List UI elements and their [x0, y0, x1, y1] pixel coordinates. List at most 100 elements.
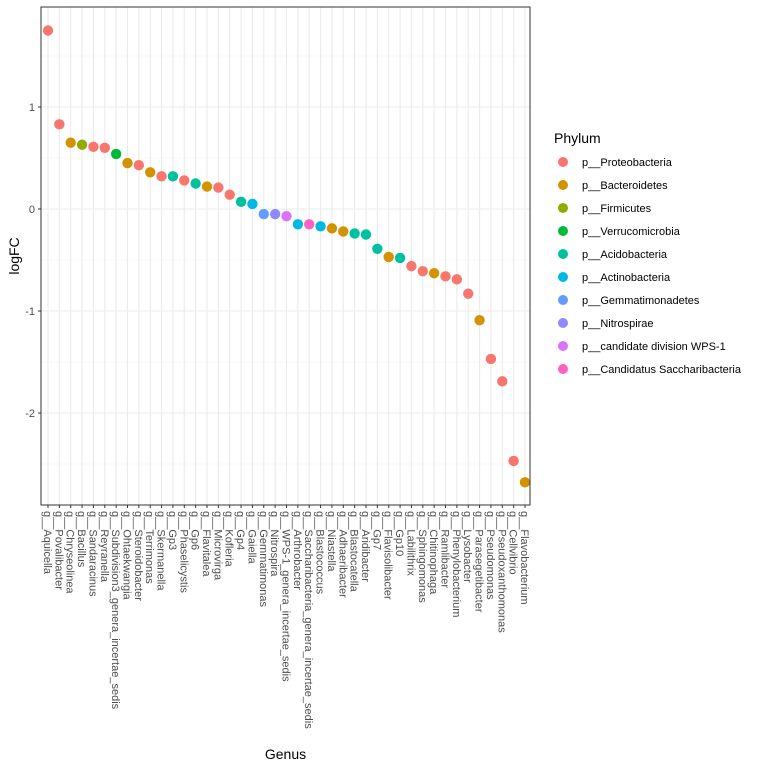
- data-point: [201, 181, 213, 192]
- legend-label: p__Candidatus Saccharibacteria: [582, 364, 742, 376]
- legend-key: [558, 249, 568, 259]
- data-point: [224, 189, 235, 200]
- legend: Phylum p__Proteobacteria p__Bacteroidetes…: [554, 130, 742, 376]
- x-tick-label: g__Arthrobacter: [291, 511, 303, 590]
- x-tick-label: g__Blastococcus: [314, 511, 326, 595]
- grid-major: [41, 7, 530, 505]
- data-point: [349, 228, 360, 239]
- legend-key: [558, 272, 568, 282]
- x-tick-label: g__Phenylobacterium: [450, 511, 462, 617]
- legend-key: [558, 318, 568, 328]
- x-tick-label: g__Pseudoxanthomonas: [495, 511, 507, 633]
- x-tick-label: g__Lysobacter: [461, 511, 473, 583]
- legend-label: p__Verrucomicrobia: [582, 226, 681, 238]
- x-tick-label: g__WPS-1_genera_incertae_sedis: [280, 511, 292, 682]
- data-point: [110, 148, 122, 160]
- x-tick-label: g__Parasegetibacter: [473, 511, 485, 613]
- x-tick-label: g__Saccharibacteria_genera_incertae_sedi…: [302, 511, 314, 729]
- data-point: [190, 178, 201, 189]
- panel-border: [40, 6, 531, 506]
- legend-key: [558, 157, 568, 167]
- legend-key: [558, 203, 568, 213]
- x-tick-label: g__Pseudomonas: [484, 511, 496, 600]
- data-point: [99, 142, 110, 153]
- x-axis: g__Aquicella g__Povalibacter g__Chryseolin…: [41, 505, 530, 729]
- x-tick-label: g__Gp6: [189, 511, 201, 550]
- legend-label: p__Nitrospirae: [582, 318, 654, 330]
- data-point: [417, 266, 428, 277]
- data-point: [497, 376, 508, 387]
- data-point: [474, 314, 485, 326]
- data-point: [213, 182, 224, 193]
- x-tick-label: g__Ohtaekwangia: [121, 511, 133, 601]
- data-point: [65, 137, 76, 148]
- data-point: [440, 271, 451, 282]
- data-point: [179, 175, 190, 186]
- legend-label: p__Proteobacteria: [582, 157, 673, 169]
- data-point: [428, 268, 440, 279]
- x-axis-title: Genus: [265, 746, 306, 762]
- data-point: [122, 157, 133, 169]
- data-point: [485, 353, 497, 365]
- data-point: [338, 226, 349, 237]
- data-point: [281, 210, 292, 222]
- x-tick-label: g__Povalibacter: [52, 511, 64, 590]
- y-tick-label: 1: [29, 102, 35, 114]
- y-axis: -2 -1 0 1: [25, 102, 41, 420]
- data-point: [76, 139, 88, 150]
- x-tick-label: g__Microvirga: [211, 511, 223, 581]
- legend-label: p__Gemmatimonadetes: [582, 295, 700, 307]
- grid-minor: [41, 55, 530, 465]
- y-tick-label: -2: [25, 408, 35, 420]
- x-tick-label: g__Flavobacterium: [518, 511, 530, 605]
- legend-key: [558, 180, 568, 190]
- x-tick-label: g__Aquicella: [41, 511, 53, 575]
- x-tick-label: g__Subdivision3_genera_incertae_sedis: [109, 511, 121, 710]
- x-tick-label: g__Gp7: [370, 511, 382, 550]
- x-tick-label: g__Gp4: [234, 511, 246, 550]
- legend-key: [558, 226, 568, 236]
- y-tick-label: -1: [25, 306, 35, 318]
- legend-title: Phylum: [554, 130, 601, 146]
- data-point: [269, 208, 281, 220]
- x-tick-label: g__Kofleria: [223, 511, 235, 568]
- data-point: [372, 243, 383, 254]
- x-tick-label: g__Nitrospira: [268, 511, 280, 577]
- x-tick-label: g__Niastella: [325, 511, 337, 572]
- x-tick-label: g__Gaiella: [245, 511, 257, 564]
- x-tick-label: g__Gp3: [166, 511, 178, 550]
- legend-label: p__Acidobacteria: [582, 249, 668, 261]
- data-point: [315, 221, 326, 232]
- legend-label: p__Actinobacteria: [582, 272, 671, 284]
- x-tick-label: g__Phaselicystis: [177, 511, 189, 593]
- data-point: [508, 455, 519, 467]
- data-point: [406, 260, 417, 272]
- data-point: [156, 171, 167, 182]
- data-point: [463, 288, 474, 299]
- data-point: [167, 171, 179, 182]
- legend-label: p__Firmicutes: [582, 203, 652, 215]
- x-tick-label: g__Flavitalea: [200, 511, 212, 577]
- data-point: [292, 219, 304, 230]
- data-point: [451, 274, 463, 285]
- x-tick-label: g__Ramlibacter: [439, 511, 451, 588]
- x-tick-label: g__Blastocatella: [348, 511, 360, 593]
- data-point: [42, 25, 54, 36]
- data-point: [145, 167, 156, 178]
- legend-key: [558, 364, 568, 374]
- panel-background: [41, 7, 530, 505]
- x-tick-label: g__Bacillus: [75, 511, 87, 568]
- data-point: [360, 229, 372, 240]
- data-point: [54, 119, 65, 130]
- x-tick-label: g__Cellvibrio: [507, 511, 519, 575]
- y-tick-label: 0: [29, 204, 35, 216]
- data-point: [133, 159, 145, 171]
- x-tick-label: g__Reyranella: [98, 511, 110, 583]
- data-point: [235, 196, 247, 208]
- data-point: [383, 251, 394, 263]
- data-point: [394, 252, 406, 264]
- y-axis-title: logFC: [6, 237, 22, 274]
- x-tick-label: g__Steroidobacter: [132, 511, 144, 601]
- points: [42, 25, 531, 488]
- data-point: [88, 141, 99, 152]
